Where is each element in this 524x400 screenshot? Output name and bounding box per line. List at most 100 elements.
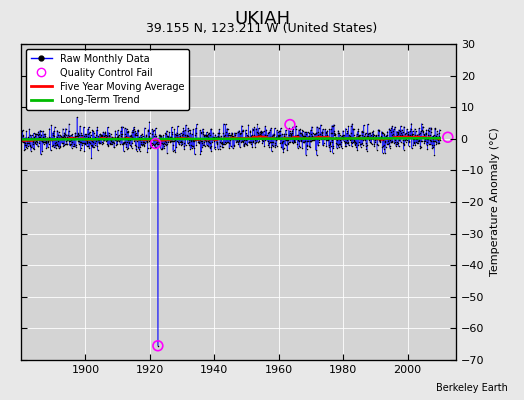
Point: [230, 134, 238, 141]
Point: [339, 132, 347, 138]
Point: [362, 143, 370, 149]
Point: [383, 134, 391, 141]
Point: [84, 143, 92, 150]
Point: [318, 130, 326, 136]
Point: [292, 133, 300, 139]
Point: [174, 134, 182, 141]
Point: [129, 136, 138, 142]
Point: [229, 133, 237, 140]
Point: [99, 139, 107, 146]
Point: [232, 130, 240, 137]
Point: [353, 130, 361, 137]
Point: [77, 132, 85, 138]
Point: [80, 124, 88, 130]
Point: [421, 136, 429, 142]
Point: [403, 131, 412, 138]
Point: [199, 130, 208, 137]
Point: [135, 134, 144, 140]
Point: [121, 130, 129, 137]
Point: [204, 137, 213, 143]
Point: [157, 140, 166, 146]
Point: [185, 141, 193, 148]
Point: [422, 142, 431, 148]
Point: [370, 135, 378, 142]
Point: [104, 130, 113, 136]
Point: [95, 139, 103, 145]
Point: [238, 127, 247, 134]
Point: [176, 134, 184, 140]
Point: [18, 138, 27, 144]
Point: [134, 127, 143, 133]
Point: [364, 135, 372, 142]
Point: [432, 138, 440, 145]
Point: [189, 126, 198, 133]
Point: [254, 138, 262, 145]
Point: [26, 132, 34, 138]
Point: [54, 132, 62, 138]
Point: [175, 141, 183, 147]
Point: [182, 135, 191, 142]
Point: [105, 132, 113, 139]
Point: [381, 144, 390, 150]
Point: [414, 140, 422, 146]
Point: [124, 145, 133, 152]
Point: [101, 128, 110, 135]
Point: [69, 135, 77, 142]
Point: [209, 134, 217, 140]
Point: [220, 135, 228, 141]
Point: [281, 136, 289, 142]
Point: [363, 142, 371, 148]
Point: [244, 134, 253, 140]
Point: [24, 136, 32, 142]
Point: [30, 134, 38, 141]
Point: [153, 141, 161, 147]
Point: [339, 134, 347, 140]
Point: [177, 141, 185, 148]
Point: [46, 147, 54, 154]
Point: [186, 145, 194, 152]
Point: [37, 136, 46, 142]
Point: [427, 138, 435, 144]
Point: [413, 136, 422, 142]
Point: [275, 133, 283, 139]
Point: [307, 130, 315, 137]
Point: [114, 136, 123, 143]
Point: [383, 141, 391, 147]
Point: [395, 143, 403, 150]
Point: [108, 141, 116, 147]
Point: [57, 134, 65, 141]
Point: [327, 126, 335, 132]
Point: [54, 129, 63, 135]
Point: [205, 130, 213, 136]
Point: [336, 135, 345, 141]
Point: [286, 121, 294, 128]
Point: [234, 128, 242, 135]
Point: [192, 121, 201, 128]
Point: [94, 133, 102, 139]
Point: [431, 125, 439, 131]
Point: [274, 129, 282, 136]
Point: [181, 136, 189, 142]
Point: [337, 134, 346, 140]
Point: [282, 135, 291, 142]
Point: [208, 139, 216, 145]
Point: [342, 142, 350, 149]
Point: [17, 137, 26, 144]
Point: [215, 126, 223, 133]
Point: [239, 138, 247, 144]
Point: [242, 141, 250, 148]
Point: [88, 142, 96, 148]
Point: [224, 130, 233, 136]
Point: [414, 131, 423, 137]
Point: [156, 142, 164, 148]
Point: [52, 134, 61, 140]
Point: [244, 135, 252, 141]
Point: [220, 121, 228, 127]
Point: [149, 127, 158, 134]
Point: [351, 142, 359, 149]
Point: [427, 124, 435, 131]
Point: [89, 144, 97, 150]
Point: [86, 132, 95, 138]
Point: [41, 136, 49, 142]
Point: [111, 137, 119, 144]
